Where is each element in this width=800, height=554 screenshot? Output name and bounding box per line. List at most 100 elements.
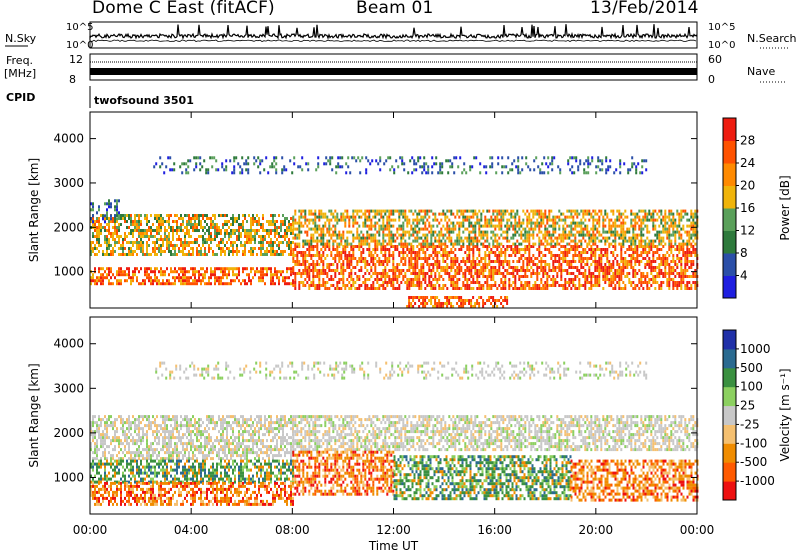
data-cell xyxy=(556,260,559,263)
data-cell xyxy=(323,162,326,166)
data-cell xyxy=(234,217,236,220)
data-cell xyxy=(452,287,455,290)
data-cell xyxy=(292,218,295,222)
data-cell xyxy=(536,218,539,222)
data-cell xyxy=(508,254,511,257)
data-cell xyxy=(464,251,467,254)
data-cell xyxy=(564,284,567,287)
data-cell xyxy=(372,263,375,266)
data-cell xyxy=(648,281,651,284)
data-cell xyxy=(413,168,416,172)
data-cell xyxy=(472,242,475,246)
data-cell xyxy=(342,236,345,240)
data-cell xyxy=(592,254,595,257)
data-cell xyxy=(586,245,589,248)
data-cell xyxy=(410,272,413,275)
data-cell xyxy=(164,220,166,223)
data-cell xyxy=(180,244,182,247)
data-cell xyxy=(358,287,361,290)
data-cell xyxy=(580,257,583,260)
data-cell xyxy=(446,287,449,290)
data-cell xyxy=(401,156,404,160)
data-cell xyxy=(154,276,156,280)
data-cell xyxy=(144,253,146,256)
data-cell xyxy=(580,239,583,243)
data-cell xyxy=(380,260,383,263)
data-cell xyxy=(94,223,96,226)
data-cell xyxy=(656,212,659,216)
data-cell xyxy=(514,269,517,272)
data-cell xyxy=(670,251,673,254)
data-cell xyxy=(600,233,603,237)
data-cell xyxy=(226,273,228,277)
data-cell xyxy=(591,159,594,163)
data-cell xyxy=(568,263,571,266)
data-cell xyxy=(106,208,108,212)
data-cell xyxy=(660,239,663,243)
data-cell xyxy=(537,165,540,169)
data-cell xyxy=(646,245,649,248)
data-cell xyxy=(276,270,278,274)
data-cell xyxy=(415,168,418,172)
data-cell xyxy=(434,230,437,234)
data-cell xyxy=(322,260,325,263)
data-cell xyxy=(210,226,212,229)
data-cell xyxy=(410,257,413,260)
data-cell xyxy=(504,287,507,290)
data-cell xyxy=(248,250,250,253)
data-cell xyxy=(246,220,248,223)
data-cell xyxy=(672,269,675,272)
data-cell xyxy=(598,215,601,219)
data-cell xyxy=(239,165,242,169)
data-cell xyxy=(492,239,495,243)
data-cell xyxy=(352,284,355,287)
data-cell xyxy=(528,239,531,243)
data-cell xyxy=(680,260,683,263)
data-cell xyxy=(221,162,224,166)
data-cell xyxy=(220,229,222,232)
data-cell xyxy=(596,248,599,251)
data-cell xyxy=(526,284,529,287)
data-cell xyxy=(652,269,655,272)
data-cell xyxy=(416,245,419,248)
data-cell xyxy=(138,270,140,274)
data-cell xyxy=(339,165,342,169)
data-cell xyxy=(374,221,377,225)
data-cell xyxy=(376,254,379,257)
data-cell xyxy=(676,266,679,269)
data-cell xyxy=(316,254,319,257)
data-cell xyxy=(418,278,421,281)
data-cell xyxy=(423,165,426,169)
data-cell xyxy=(638,254,641,257)
data-cell xyxy=(438,212,441,216)
data-cell xyxy=(318,254,321,257)
data-cell xyxy=(518,278,521,281)
data-cell xyxy=(410,260,413,263)
data-cell xyxy=(464,236,467,240)
data-cell xyxy=(559,168,562,172)
data-cell xyxy=(406,278,409,281)
data-cell xyxy=(442,248,445,251)
data-cell xyxy=(382,224,385,228)
data-cell xyxy=(156,276,158,280)
data-band-5 xyxy=(153,156,648,175)
data-cell xyxy=(414,251,417,254)
data-cell xyxy=(98,238,100,241)
data-cell xyxy=(198,270,200,274)
data-cell xyxy=(432,242,435,246)
data-cell xyxy=(400,236,403,240)
data-cell xyxy=(404,281,407,284)
data-cell xyxy=(190,241,192,244)
data-cell xyxy=(320,254,323,257)
data-cell xyxy=(500,281,503,284)
data-cell xyxy=(324,284,327,287)
data-cell xyxy=(128,253,130,256)
data-cell xyxy=(592,251,595,254)
data-cell xyxy=(132,223,134,226)
data-cell xyxy=(554,245,557,248)
data-cell xyxy=(148,235,150,238)
data-cell xyxy=(462,224,465,228)
data-cell xyxy=(610,218,613,222)
data-cell xyxy=(185,171,188,175)
data-cell xyxy=(364,239,367,243)
